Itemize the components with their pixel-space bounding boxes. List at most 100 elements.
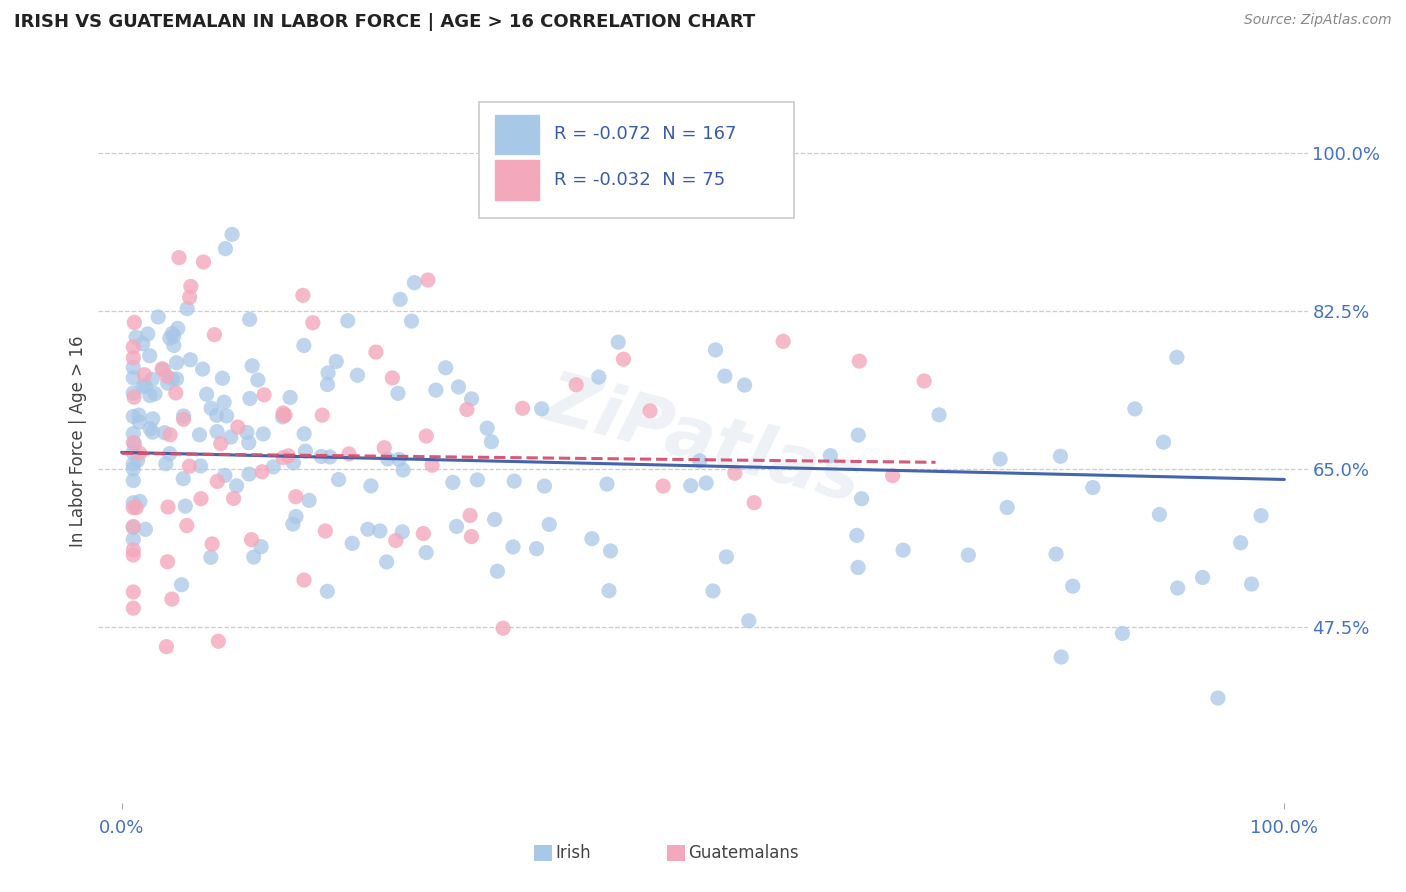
Point [316, 584, 339, 599]
Point [124, 315, 146, 329]
Point [207, 475, 229, 489]
Point [1250, 508, 1272, 523]
Point [128, 446, 150, 460]
Point [274, 408, 297, 422]
Point [392, 463, 415, 477]
Point [162, 326, 184, 341]
Point [159, 331, 181, 345]
Point [467, 473, 489, 487]
Point [225, 479, 247, 493]
Point [702, 583, 724, 598]
Point [179, 459, 201, 474]
Point [122, 601, 145, 615]
Point [1191, 570, 1213, 584]
Point [201, 537, 224, 551]
Point [846, 428, 869, 442]
Point [420, 458, 443, 472]
Point [122, 542, 145, 557]
Point [122, 548, 145, 562]
Point [163, 329, 186, 343]
Point [957, 548, 980, 562]
Point [385, 533, 408, 548]
Point [565, 377, 588, 392]
Point [1081, 481, 1104, 495]
Bar [494, 159, 540, 201]
Point [155, 369, 177, 384]
Point [239, 312, 262, 326]
Point [652, 479, 675, 493]
Point [179, 352, 201, 367]
Point [134, 368, 156, 382]
Point [291, 288, 314, 302]
Point [159, 427, 181, 442]
Point [156, 376, 179, 391]
Point [1153, 435, 1175, 450]
Point [458, 508, 481, 523]
Point [388, 452, 411, 467]
Point [209, 436, 232, 450]
Point [328, 473, 350, 487]
Point [246, 373, 269, 387]
Point [1166, 351, 1188, 365]
Point [134, 378, 156, 392]
Text: R = -0.032  N = 75: R = -0.032 N = 75 [554, 171, 725, 189]
Point [238, 467, 260, 481]
Point [434, 360, 457, 375]
Point [298, 493, 321, 508]
Point [180, 279, 202, 293]
Point [222, 491, 245, 506]
Point [271, 406, 294, 420]
Text: Guatemalans: Guatemalans [688, 845, 799, 863]
Point [240, 533, 263, 547]
Point [284, 490, 307, 504]
Point [599, 544, 621, 558]
Bar [666, 846, 685, 862]
Point [205, 425, 228, 439]
Point [152, 363, 174, 377]
Point [170, 578, 193, 592]
Point [200, 401, 222, 416]
Point [122, 462, 145, 476]
Point [132, 380, 155, 394]
Point [492, 621, 515, 635]
Point [381, 371, 404, 385]
Point [240, 359, 263, 373]
Point [173, 412, 195, 426]
Point [211, 371, 233, 385]
Point [533, 479, 555, 493]
Point [207, 634, 229, 648]
Point [1149, 508, 1171, 522]
Point [166, 372, 188, 386]
Point [155, 457, 177, 471]
Point [273, 409, 295, 423]
Point [475, 421, 498, 435]
Point [214, 242, 236, 256]
Point [1062, 579, 1084, 593]
Point [425, 383, 447, 397]
Point [404, 276, 426, 290]
Point [325, 354, 347, 368]
Point [136, 326, 159, 341]
Point [125, 330, 148, 344]
Point [368, 524, 391, 538]
Point [283, 456, 305, 470]
Point [250, 465, 273, 479]
Point [239, 392, 262, 406]
Point [190, 491, 212, 506]
Point [128, 415, 150, 429]
Point [139, 388, 162, 402]
Point [127, 453, 149, 467]
Point [205, 409, 228, 423]
Point [588, 370, 610, 384]
Bar [494, 113, 540, 155]
Point [848, 354, 870, 368]
Point [734, 378, 756, 392]
Point [142, 425, 165, 440]
Point [377, 452, 399, 467]
Point [679, 478, 702, 492]
Point [174, 499, 197, 513]
Point [607, 335, 630, 350]
Point [162, 372, 184, 386]
Point [1050, 650, 1073, 665]
Point [638, 404, 661, 418]
